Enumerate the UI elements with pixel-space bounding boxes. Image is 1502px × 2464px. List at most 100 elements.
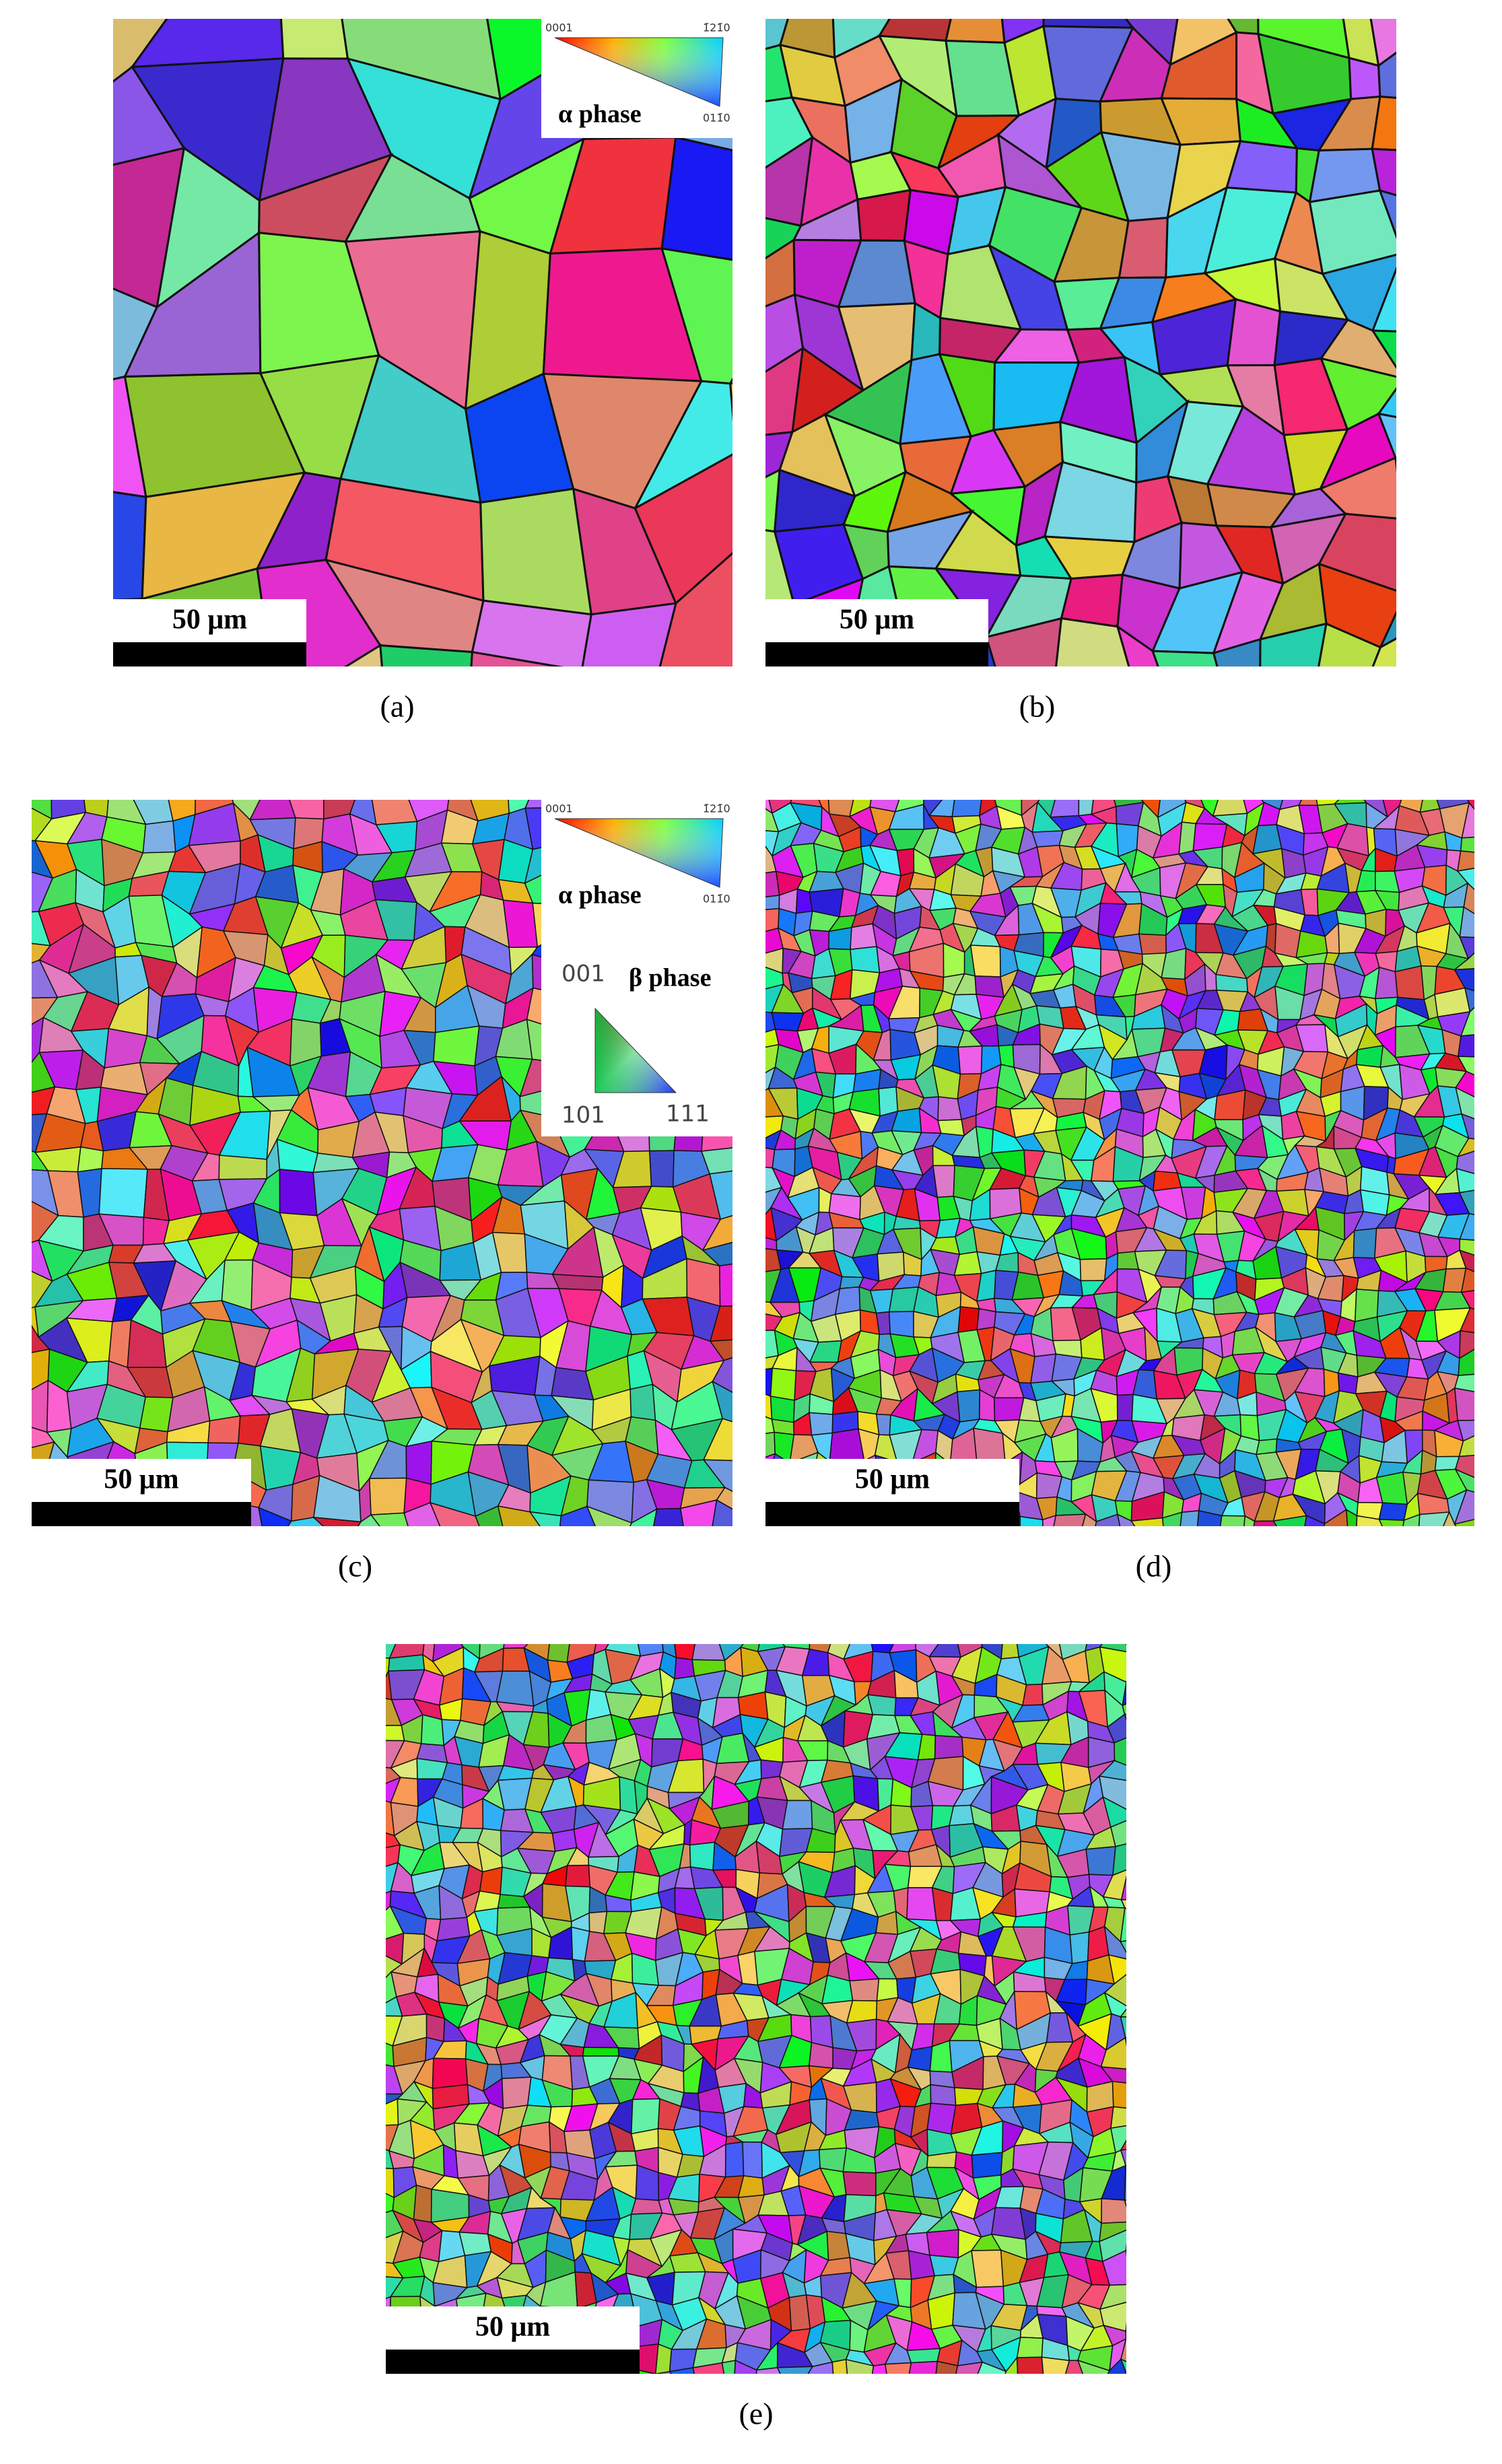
grain: [497, 1505, 541, 1526]
grain: [502, 899, 539, 949]
grain: [1127, 2084, 1158, 2108]
grain: [848, 678, 889, 758]
grain: [842, 2171, 877, 2197]
grain: [280, 19, 349, 60]
grain: [1378, 1502, 1408, 1521]
grain: [1101, 2249, 1126, 2286]
grain: [1122, 1682, 1126, 1707]
grain: [971, 2249, 1004, 2288]
grain: [1477, 1334, 1502, 1361]
grain: [1173, 695, 1225, 739]
grain: [1000, 1644, 1020, 1659]
grain: [496, 1670, 535, 1707]
grain: [142, 820, 176, 854]
alpha-ipf-shade: [554, 818, 724, 888]
grain: [908, 2360, 938, 2374]
grain: [1151, 650, 1219, 666]
grain: [926, 2229, 959, 2259]
grain: [1099, 1644, 1126, 1653]
grain: [655, 2343, 673, 2374]
grain: [1457, 1056, 1474, 1076]
grain: [312, 1516, 362, 1526]
grain: [758, 662, 850, 767]
grain: [1354, 1289, 1379, 1322]
grain: [1127, 2099, 1158, 2128]
grain: [1124, 2037, 1126, 2047]
grain: [831, 2358, 848, 2374]
grain: [1298, 800, 1318, 807]
grain: [1459, 936, 1474, 960]
grain: [207, 1415, 241, 1444]
grain: [716, 1486, 732, 1510]
grain: [1131, 1800, 1147, 1826]
ebsd-map: [113, 19, 850, 767]
grain: [1456, 867, 1474, 891]
grain: [1378, 1519, 1405, 1526]
ipf-corner: 0001: [545, 22, 573, 34]
grain: [501, 2076, 532, 2109]
grain: [765, 1367, 774, 1397]
grain: [1458, 1249, 1474, 1272]
grain: [1460, 836, 1474, 853]
grain: [755, 2367, 781, 2374]
grain: [1099, 2221, 1126, 2243]
grain: [1107, 1954, 1126, 1985]
grain: [765, 870, 780, 898]
grain: [1019, 1515, 1044, 1526]
grain: [808, 2042, 833, 2069]
grain: [660, 136, 732, 261]
grain: [1483, 1267, 1502, 1297]
grain: [977, 2361, 1007, 2374]
grain: [1318, 456, 1396, 520]
grain: [629, 1508, 658, 1526]
grain: [479, 487, 593, 616]
grain: [724, 2141, 745, 2178]
grain: [32, 1379, 49, 1433]
grain: [1333, 800, 1367, 805]
grain: [1272, 1515, 1307, 1526]
grain: [1120, 2139, 1126, 2151]
grain: [1478, 1147, 1502, 1180]
grain: [1480, 1418, 1502, 1443]
grain: [1098, 1760, 1126, 1781]
grain: [1487, 1188, 1502, 1219]
grain: [702, 1418, 732, 1462]
grain: [1453, 952, 1474, 971]
grain: [1457, 850, 1474, 872]
grain: [368, 1477, 407, 1515]
grain: [719, 1263, 732, 1307]
grain: [1004, 2356, 1019, 2374]
panel-label: (d): [1136, 1549, 1172, 1583]
panel-label: (c): [338, 1549, 372, 1583]
grain: [1103, 1974, 1126, 2007]
grain: [691, 1644, 726, 1662]
grain: [1125, 2249, 1126, 2257]
grain: [1116, 1513, 1136, 1526]
grain: [1125, 2322, 1126, 2333]
grain: [370, 1512, 409, 1526]
grain: [1110, 2106, 1126, 2129]
grain: [1125, 2330, 1126, 2340]
grain: [1120, 1940, 1126, 1954]
grain: [1120, 2149, 1126, 2166]
grain: [1130, 1517, 1164, 1526]
grain: [1480, 1433, 1502, 1456]
grain: [809, 1412, 833, 1436]
grain: [1100, 2037, 1126, 2070]
grain: [731, 1491, 732, 1493]
grain: [344, 644, 383, 666]
grain: [1120, 1875, 1126, 1901]
grain: [1378, 189, 1396, 239]
grain: [849, 1978, 880, 2001]
grain: [218, 1155, 268, 1180]
grain: [386, 2167, 395, 2199]
grain: [884, 2362, 912, 2374]
grain: [1120, 2338, 1126, 2362]
grain: [475, 1505, 504, 1526]
grain: [1318, 512, 1396, 592]
grain: [1482, 1125, 1502, 1159]
grain: [1124, 2164, 1126, 2201]
scale-bar-label: 50 μm: [855, 1464, 930, 1495]
grain: [734, 2360, 757, 2374]
grain: [1107, 1713, 1126, 1744]
